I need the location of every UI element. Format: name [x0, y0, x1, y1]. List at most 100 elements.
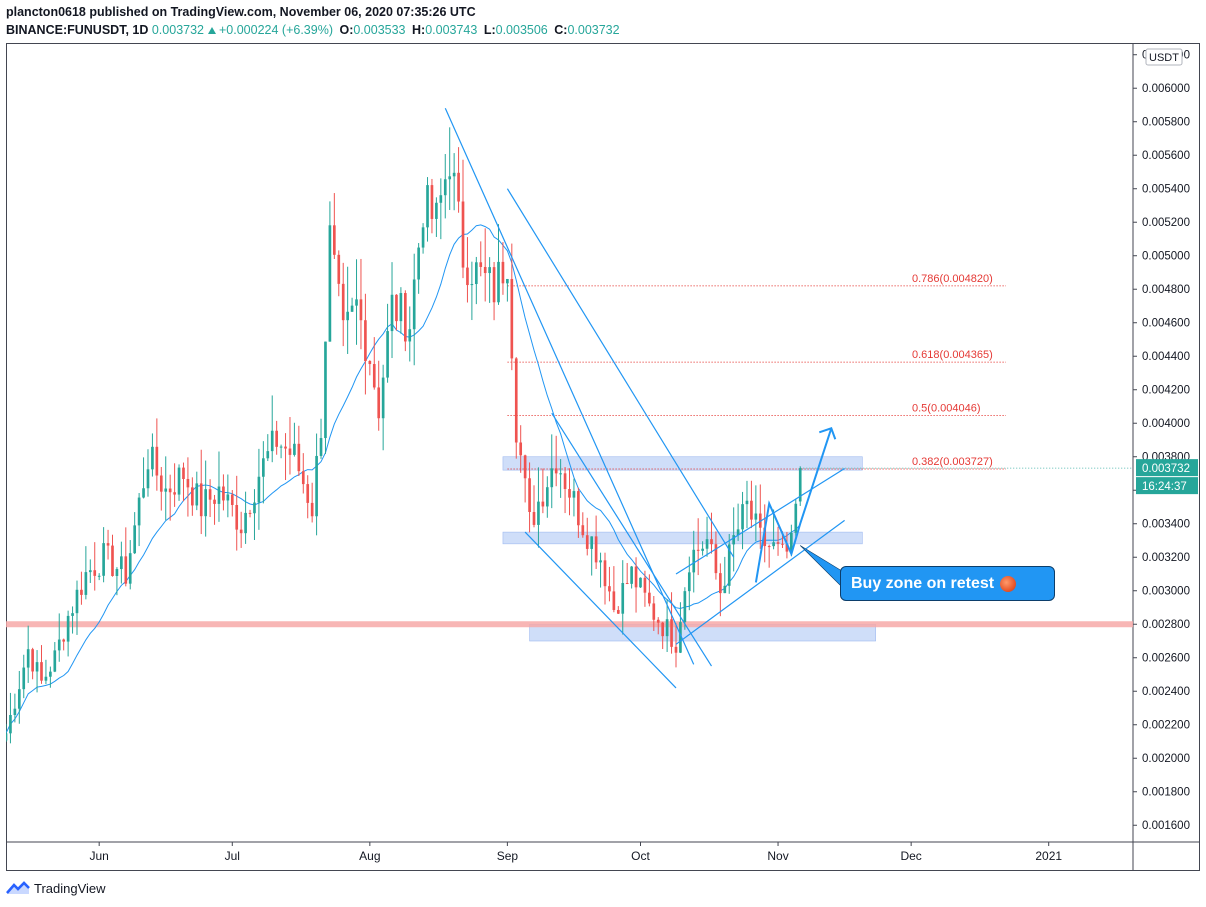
chart-header: plancton0618 published on TradingView.co…: [6, 4, 1200, 42]
publisher-line: plancton0618 published on TradingView.co…: [6, 5, 476, 19]
candle-body: [470, 284, 474, 286]
candle-body: [284, 446, 287, 449]
candle-body: [767, 546, 771, 548]
candle-body: [9, 714, 12, 734]
y-tick-label: 0.005600: [1142, 150, 1190, 162]
candle-body: [741, 504, 744, 530]
candle-body: [151, 446, 154, 470]
candle-body: [262, 458, 265, 477]
y-tick-label: 0.004600: [1142, 318, 1190, 330]
support-line: [6, 621, 1133, 628]
y-tick-label: 0.004400: [1142, 351, 1190, 363]
candle-body: [421, 227, 425, 248]
x-tick-label: Oct: [631, 849, 650, 863]
candle-body: [71, 613, 74, 616]
symbol-label: BINANCE:FUNUSDT, 1D: [6, 23, 149, 37]
y-tick-label: 0.002600: [1142, 653, 1190, 665]
candle-body: [266, 451, 270, 459]
trendline-rising-channel-bottom: [675, 519, 845, 645]
candle-body: [537, 501, 540, 525]
candle-body: [701, 548, 704, 551]
candle-body: [648, 592, 651, 604]
candle-body: [714, 544, 718, 574]
candle-body: [377, 387, 381, 419]
zone-box-2: [502, 531, 863, 545]
candle-body: [293, 443, 296, 455]
candle-body: [754, 513, 758, 520]
candle-body: [120, 556, 123, 570]
candle-body: [559, 473, 562, 475]
candle-body: [554, 468, 558, 474]
candle-body: [563, 473, 567, 490]
candle-body: [514, 358, 518, 443]
candle-body: [364, 320, 367, 362]
candle-body: [692, 549, 696, 573]
candle-body: [656, 619, 660, 623]
price-change: +0.000224 (+6.39%): [219, 23, 333, 37]
candle-body: [115, 569, 119, 576]
close-label: C:: [554, 23, 568, 37]
open-label: O:: [339, 23, 354, 37]
candle-body: [168, 488, 172, 493]
candle-body: [612, 591, 616, 610]
y-tick-label: 0.001800: [1142, 787, 1190, 799]
footer: TradingView: [6, 878, 106, 898]
candle-body: [599, 560, 602, 563]
candle-body: [643, 577, 647, 593]
candle-body: [750, 500, 753, 520]
candle-body: [501, 261, 505, 284]
ohlc-line: BINANCE:FUNUSDT, 1D 0.003732 +0.000224 (+…: [6, 22, 1200, 38]
candle-body: [35, 662, 39, 672]
trendline-falling-channel-bottom: [524, 531, 677, 689]
candle-body: [288, 448, 292, 455]
candle-body: [781, 543, 784, 545]
candle-body: [634, 566, 638, 588]
candle-body: [248, 512, 252, 514]
candle-body: [687, 572, 691, 592]
x-tick-label: Sep: [497, 849, 519, 863]
candle-body: [705, 539, 709, 549]
candle-body: [111, 545, 114, 576]
candle-body: [408, 329, 412, 342]
buy-zone-callout[interactable]: Buy zone on retest: [840, 566, 1055, 601]
candle-body: [510, 278, 514, 359]
trendline-downtrend: [444, 108, 695, 665]
candle-body: [372, 364, 376, 388]
candle-body: [93, 570, 97, 576]
high-value: 0.003743: [425, 23, 478, 37]
candle-body: [497, 261, 500, 303]
candle-body: [736, 529, 740, 536]
candle-body: [794, 503, 798, 533]
candle-body: [88, 570, 92, 573]
candle-body: [710, 539, 713, 545]
candle-body: [22, 667, 26, 690]
y-tick-label: 0.002800: [1142, 619, 1190, 631]
candle-body: [608, 586, 611, 592]
candle-body: [324, 341, 327, 439]
low-label: L:: [483, 23, 496, 37]
candle-body: [670, 619, 673, 647]
candle-body: [133, 525, 137, 554]
candle-body: [235, 504, 239, 530]
candle-body: [102, 543, 105, 576]
open-value: 0.003533: [353, 23, 406, 37]
y-tick-label: 0.002200: [1142, 720, 1190, 732]
candle-body: [474, 262, 478, 285]
candle-body: [550, 468, 554, 488]
price-chart[interactable]: 0.001600 0.001800 0.002000 0.002200 0.002400…: [6, 43, 1200, 871]
candle-body: [186, 479, 190, 488]
candle-body: [137, 497, 141, 526]
x-tick-label: Jul: [225, 849, 240, 863]
candle-body: [66, 615, 70, 642]
candle-body: [239, 529, 243, 534]
x-tick-label: Nov: [767, 849, 788, 863]
candle-body: [395, 294, 398, 322]
candle-body: [412, 279, 416, 330]
last-price: 0.003732: [151, 23, 204, 37]
candle-body: [315, 455, 318, 517]
candle-body: [457, 172, 460, 202]
candle-body: [745, 500, 749, 505]
y-tick-label: 0.001600: [1142, 820, 1190, 832]
fib-label-4: 0.382(0.003727): [912, 456, 993, 468]
footer-brand: TradingView: [34, 880, 106, 896]
